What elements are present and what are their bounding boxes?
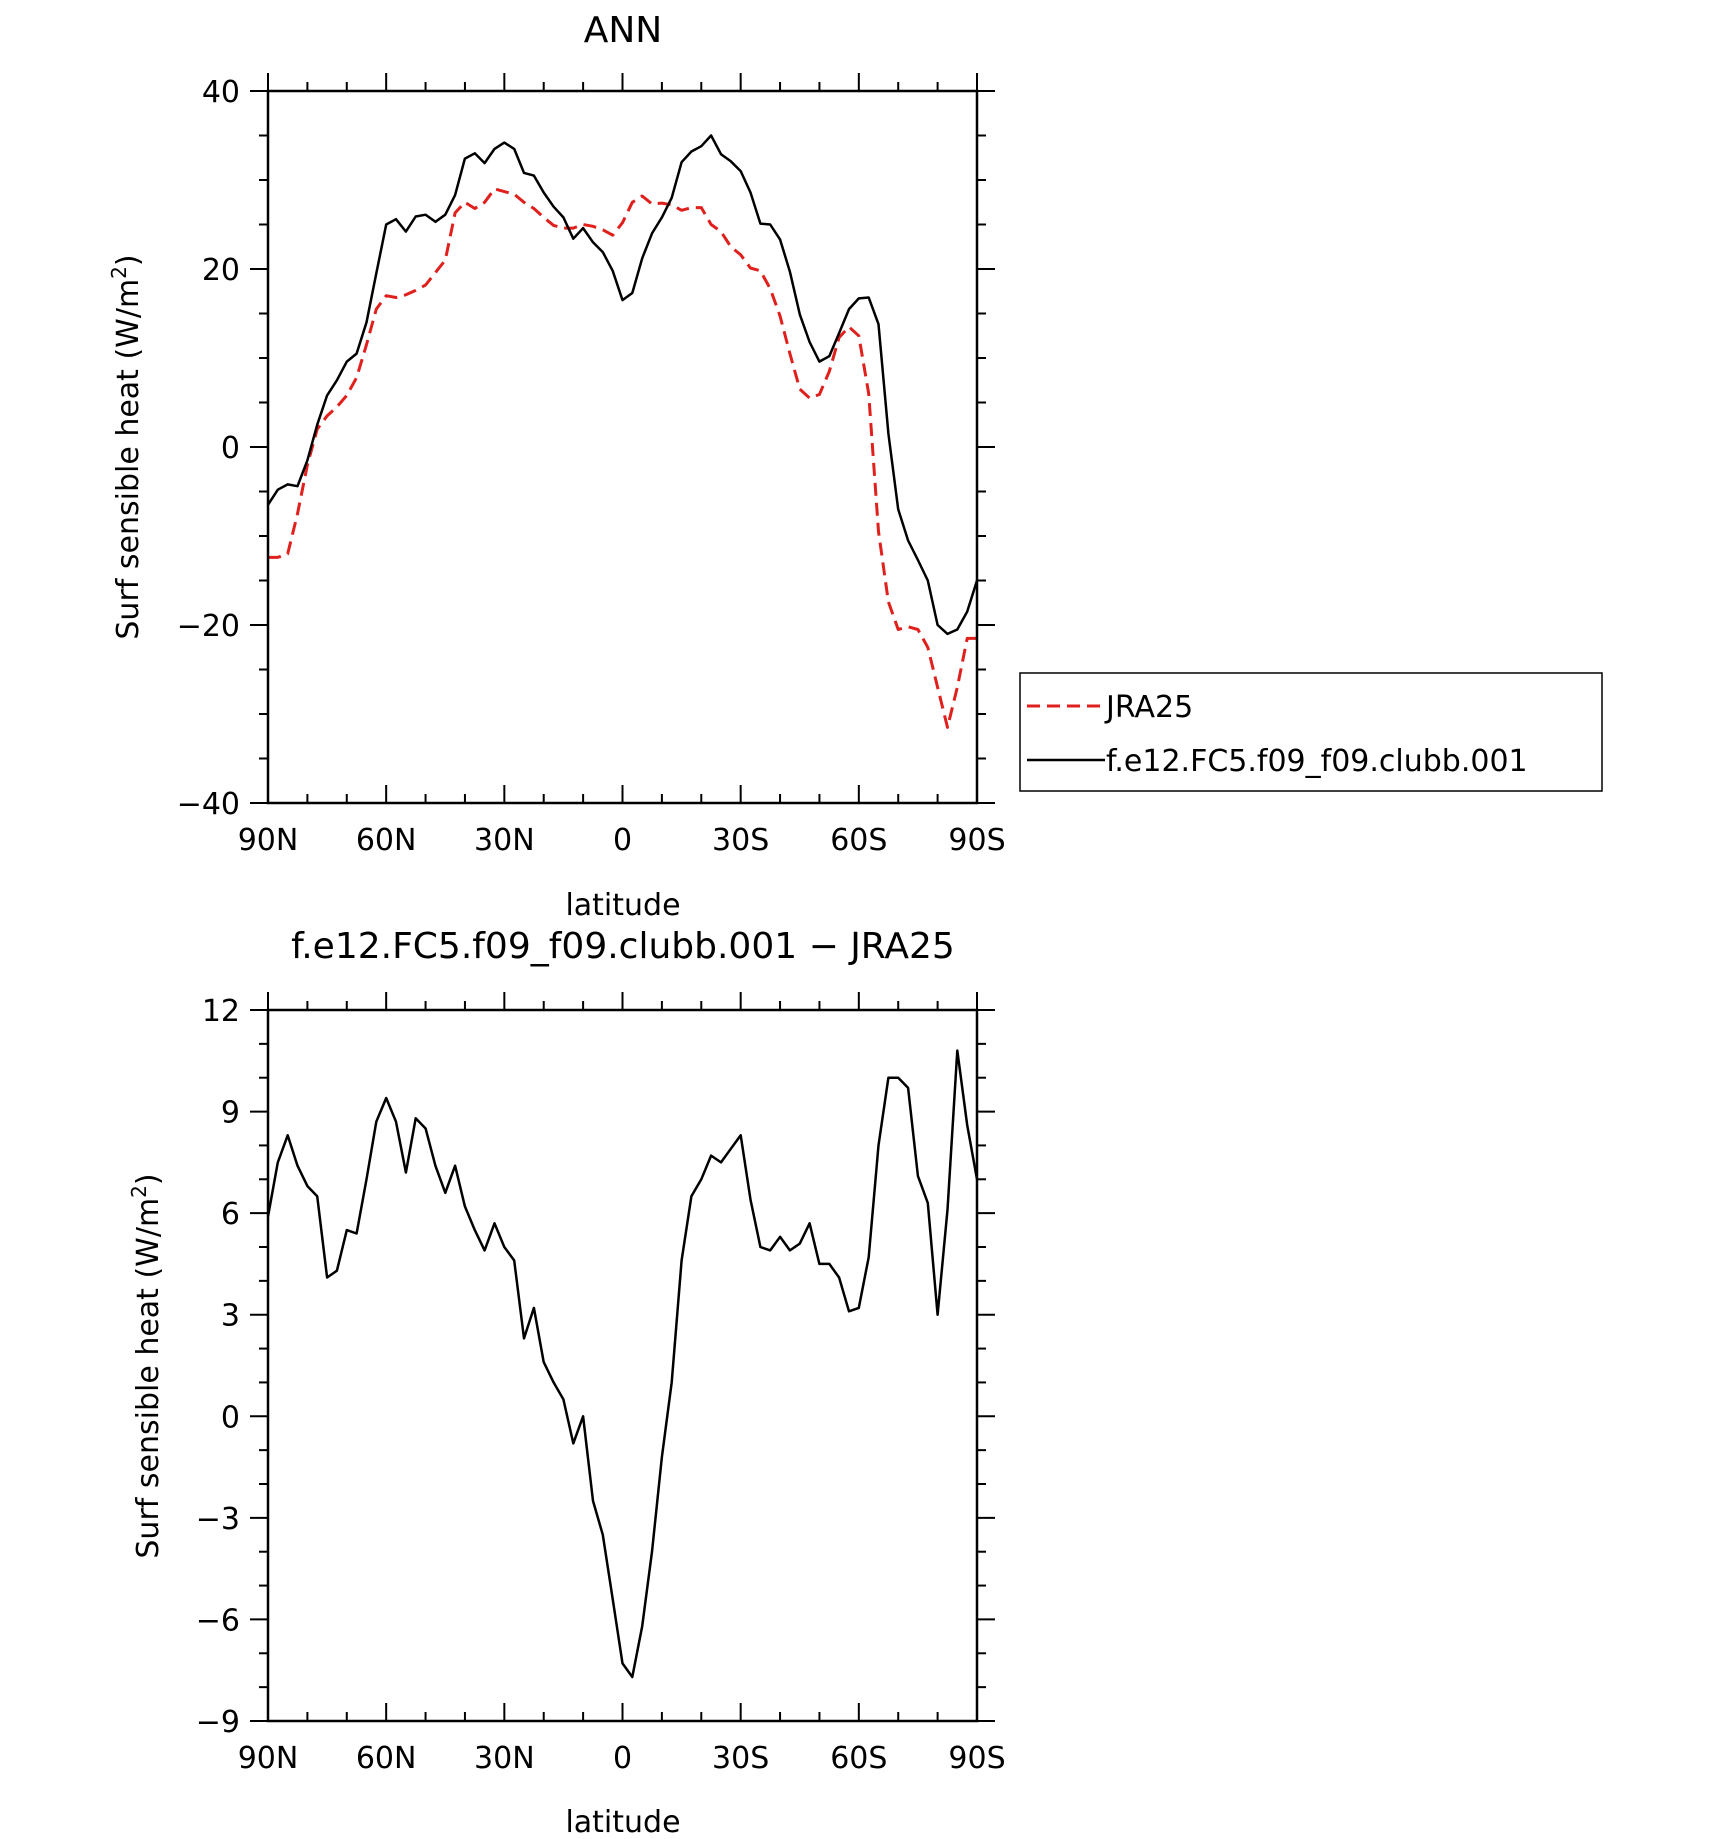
x-tick-label: 60N <box>356 823 417 858</box>
y-axis-label-text: Surf sensible heat (W/m <box>131 1198 166 1559</box>
x-tick-label: 0 <box>613 823 632 858</box>
y-tick-label: 20 <box>202 253 240 288</box>
plot-frame <box>266 89 979 805</box>
y-tick-label: −20 <box>177 609 240 644</box>
chart-title: ANN <box>584 10 663 51</box>
series-line-difference <box>266 1049 979 1679</box>
x-tick-labels: 90N 60N 30N 0 30S 60S 90S <box>238 1741 1006 1776</box>
y-tick-label: −40 <box>177 787 240 822</box>
y-axis-label-superscript: 2 <box>107 266 131 279</box>
legend: JRA25 f.e12.FC5.f09_f09.clubb.001 <box>1019 672 1603 792</box>
y-tick-label: −9 <box>196 1705 240 1740</box>
x-tick-label: 90N <box>238 823 299 858</box>
series-group <box>266 134 979 729</box>
series-group <box>266 1049 979 1679</box>
y-tick-label: −3 <box>196 1502 240 1537</box>
y-axis-label-superscript: 2 <box>127 1185 151 1198</box>
series-line-model <box>266 134 979 636</box>
x-tick-label: 90S <box>948 1741 1005 1776</box>
x-axis-label: latitude <box>565 888 680 923</box>
y-tick-labels: 12 9 6 3 0 −3 −6 −9 <box>196 994 240 1740</box>
x-tick-label: 30S <box>712 823 769 858</box>
y-tick-label: 9 <box>221 1096 240 1131</box>
chart-title: f.e12.FC5.f09_f09.clubb.001 − JRA25 <box>291 926 955 967</box>
y-tick-label: 0 <box>221 1400 240 1435</box>
x-tick-label: 60N <box>356 1741 417 1776</box>
x-tick-label: 30N <box>474 823 535 858</box>
x-tick-label: 90N <box>238 1741 299 1776</box>
y-axis-label-text: Surf sensible heat (W/m <box>111 279 146 640</box>
difference-panel: f.e12.FC5.f09_f09.clubb.001 − JRA25 12 9 6… <box>127 926 1006 1839</box>
y-tick-label: 12 <box>202 994 240 1029</box>
y-tick-label: 0 <box>221 431 240 466</box>
series-line-jra25 <box>268 187 977 729</box>
y-tick-label: 3 <box>221 1299 240 1334</box>
y-tick-labels: 40 20 0 −20 −40 <box>177 75 240 822</box>
x-tick-label: 0 <box>613 1741 632 1776</box>
axis-ticks <box>250 992 995 1722</box>
annual-mean-panel: ANN 40 20 0 −20 −40 90N 60N 30N 0 30S 60S 90S lati… <box>107 10 1603 923</box>
legend-box <box>1019 672 1603 792</box>
plot-frame <box>266 1008 979 1723</box>
axis-ticks <box>250 73 995 804</box>
y-axis-label-close: ) <box>111 254 146 266</box>
legend-label-jra25: JRA25 <box>1104 690 1193 725</box>
y-tick-label: −6 <box>196 1603 240 1638</box>
x-tick-label: 30S <box>712 1741 769 1776</box>
y-axis-label: Surf sensible heat (W/m2) <box>127 1173 166 1558</box>
y-tick-label: 40 <box>202 75 240 110</box>
x-tick-label: 60S <box>830 823 887 858</box>
x-axis-label: latitude <box>565 1805 680 1839</box>
y-axis-label: Surf sensible heat (W/m2) <box>107 254 146 639</box>
legend-label-model: f.e12.FC5.f09_f09.clubb.001 <box>1106 744 1528 779</box>
y-axis-label-close: ) <box>131 1173 166 1185</box>
y-tick-label: 6 <box>221 1197 240 1232</box>
x-tick-label: 90S <box>948 823 1005 858</box>
x-tick-label: 60S <box>830 1741 887 1776</box>
x-tick-label: 30N <box>474 1741 535 1776</box>
x-tick-labels: 90N 60N 30N 0 30S 60S 90S <box>238 823 1006 858</box>
